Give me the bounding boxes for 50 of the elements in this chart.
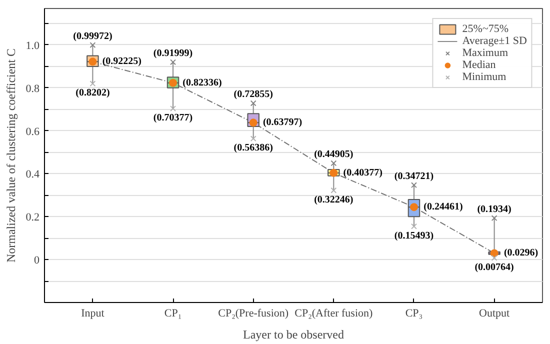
annotation: (0.0296) — [504, 248, 538, 259]
annotation: (0.63797) — [262, 117, 302, 128]
annotation: (0.8202) — [76, 88, 110, 99]
point — [330, 160, 337, 166]
annotation: (0.99972) — [73, 31, 112, 42]
annotation: (0.40377) — [343, 167, 382, 178]
annotation: (0.1934) — [477, 204, 512, 216]
annotation: (0.15493) — [394, 230, 434, 242]
annotation: (0.24461) — [424, 202, 463, 213]
annotation: (0.00764) — [474, 262, 514, 273]
point — [170, 106, 176, 112]
annotation: (0.91999) — [153, 48, 193, 60]
point — [411, 182, 417, 188]
y-tick-label: 0.8 — [26, 82, 40, 95]
x-tick-label: CP₂(After fusion) — [294, 308, 374, 320]
x-tick-label: Output — [479, 308, 510, 320]
annotation: (0.92225) — [102, 56, 142, 68]
point — [491, 254, 498, 261]
annotation: (0.82336) — [182, 77, 222, 88]
y-tick-label: 0 — [34, 254, 40, 267]
point — [330, 187, 337, 194]
annotation: (0.72855) — [234, 89, 273, 100]
legend-label: Maximum — [462, 47, 508, 59]
x-axis-title: Layer to be observed — [243, 328, 344, 342]
annotation: (0.44905) — [314, 149, 354, 160]
x-tick-label: CP₂(Pre-fusion) — [218, 308, 289, 320]
y-tick-label: 1.0 — [26, 40, 40, 52]
y-tick-label: 0.2 — [26, 212, 40, 224]
annotation: (0.70377) — [153, 112, 193, 124]
legend-label: 25%~75% — [462, 23, 508, 35]
annotation: (0.56386) — [234, 142, 273, 154]
x-tick-label: Input — [81, 308, 104, 320]
legend-label: Median — [462, 59, 496, 71]
legend-label: Minimum — [462, 71, 506, 83]
point — [250, 100, 256, 106]
point — [411, 223, 417, 230]
y-tick-label: 0.6 — [26, 126, 40, 138]
point — [170, 59, 176, 66]
annotation: (0.34721) — [394, 171, 434, 182]
annotation: (0.32246) — [314, 194, 354, 206]
point — [490, 249, 498, 258]
point — [90, 80, 96, 87]
point — [90, 42, 96, 48]
point — [491, 215, 498, 222]
x-tick-label: CP₃ — [405, 308, 423, 320]
x-tick-label: CP₁ — [164, 308, 182, 320]
y-tick-label: 0.4 — [26, 168, 40, 181]
y-axis-title: Normalized value of clustering coefficient C — [4, 48, 18, 263]
annotation: Average±1 SD — [462, 35, 527, 47]
point — [250, 136, 256, 142]
